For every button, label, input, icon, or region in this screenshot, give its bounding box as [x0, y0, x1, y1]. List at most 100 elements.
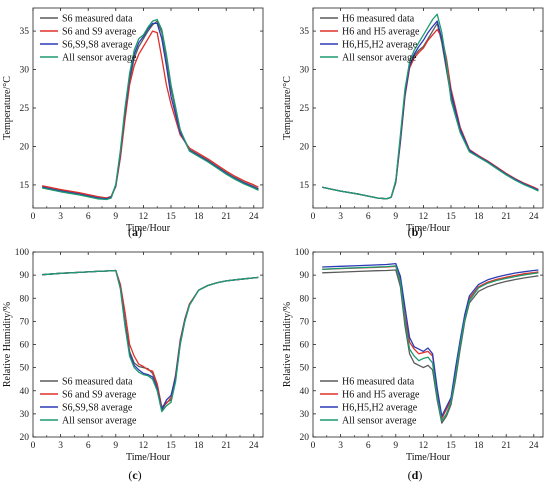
x-axis-label: Time/Hour	[126, 223, 171, 234]
x-axis-label: Time/Hour	[406, 452, 451, 463]
legend-label: S6 and S9 average	[62, 390, 137, 401]
series-group	[42, 269, 259, 413]
y-tick-label: 50	[20, 364, 30, 374]
y-tick-label: 30	[20, 410, 30, 420]
series-line-4	[322, 13, 539, 200]
x-tick-label: 12	[139, 441, 149, 451]
x-tick-label: 3	[58, 212, 63, 222]
y-tick-label: 50	[300, 364, 310, 374]
series-line-4	[42, 269, 259, 413]
x-tick-label: 18	[194, 212, 204, 222]
x-tick-label: 12	[139, 212, 149, 222]
legend-label: All sensor average	[342, 416, 417, 427]
legend: H6 measured data H6 and H5 average H6,H5,H…	[320, 377, 420, 427]
legend-label: H6 measured data	[342, 14, 415, 25]
legend: S6 measured data S6 and S9 average S6,S9,S…	[40, 377, 137, 427]
x-tick-label: 24	[529, 212, 539, 222]
panel-caption: (d)	[408, 468, 423, 482]
x-tick-label: 9	[393, 212, 398, 222]
y-axis-label: Relative Humidity/%	[2, 302, 13, 387]
x-tick-label: 24	[249, 212, 259, 222]
x-tick-label: 6	[86, 441, 91, 451]
x-tick-label: 9	[393, 441, 398, 451]
x-tick-label: 21	[221, 441, 231, 451]
y-tick-label: 100	[295, 248, 310, 258]
x-tick-label: 18	[474, 441, 484, 451]
legend-label: All sensor average	[62, 416, 137, 427]
chart-panel-c: 0 3 6 9 12 15 18 21 24 20 30 40 50 60 70 80 90 100 Time/Ho…	[2, 248, 264, 482]
y-tick-label: 100	[15, 248, 30, 258]
x-tick-label: 12	[419, 212, 429, 222]
x-tick-label: 21	[501, 441, 511, 451]
chart-panel-b: 0 3 6 9 12 15 18 21 24 15 20 25 30 35 Time/Hour Tempera…	[282, 7, 544, 239]
legend-label: S6 measured data	[62, 377, 133, 388]
x-tick-label: 0	[311, 212, 316, 222]
x-tick-label: 18	[474, 212, 484, 222]
y-tick-label: 35	[20, 27, 30, 37]
series-line-2	[42, 30, 259, 199]
x-tick-label: 15	[446, 441, 456, 451]
x-tick-label: 24	[249, 441, 259, 451]
legend-label: S6,S9,S8 average	[62, 403, 133, 414]
y-tick-label: 20	[20, 142, 30, 152]
x-tick-label: 12	[419, 441, 429, 451]
x-axis-label: Time/Hour	[406, 223, 451, 234]
series-group	[322, 262, 539, 424]
x-tick-label: 15	[446, 212, 456, 222]
y-axis-label: Relative Humidity/%	[282, 302, 293, 387]
y-tick-label: 25	[20, 104, 30, 114]
panel-caption: (a)	[128, 225, 142, 239]
legend-label: S6,S9,S8 average	[62, 40, 133, 51]
y-axis-label: Temperature/°C	[282, 76, 293, 140]
legend: H6 measured data H6 and H5 average H6,H5,H…	[320, 14, 420, 64]
series-line-4	[42, 18, 259, 201]
x-tick-label: 9	[113, 441, 118, 451]
legend-label: S6 and S9 average	[62, 27, 137, 38]
y-tick-label: 90	[300, 271, 310, 281]
legend: S6 measured data S6 and S9 average S6,S9,S…	[40, 14, 137, 64]
y-tick-label: 35	[300, 27, 310, 37]
x-tick-label: 18	[194, 441, 204, 451]
series-group	[322, 13, 539, 200]
legend-label: H6 and H5 average	[342, 27, 420, 38]
chart-panel-a: 0 3 6 9 12 15 18 21 24 15 20 25 30 35 Time/Hour Tempera…	[2, 7, 264, 239]
y-tick-label: 20	[300, 142, 310, 152]
x-tick-label: 0	[31, 441, 36, 451]
x-tick-label: 9	[113, 212, 118, 222]
y-tick-label: 60	[20, 341, 30, 351]
series-line-3	[42, 269, 259, 410]
y-tick-label: 80	[20, 294, 30, 304]
y-tick-label: 70	[300, 317, 310, 327]
x-tick-label: 21	[501, 212, 511, 222]
x-tick-label: 0	[311, 441, 316, 451]
series-line-3	[42, 22, 259, 200]
y-tick-label: 70	[20, 317, 30, 327]
y-tick-label: 80	[300, 294, 310, 304]
y-tick-label: 25	[300, 104, 310, 114]
y-tick-label: 15	[20, 181, 30, 191]
y-tick-label: 60	[300, 341, 310, 351]
x-tick-label: 3	[58, 441, 63, 451]
y-tick-label: 40	[20, 387, 30, 397]
legend-label: H6 and H5 average	[342, 390, 420, 401]
x-tick-label: 6	[86, 212, 91, 222]
panel-caption: (c)	[128, 468, 141, 482]
legend-label: H6,H5,H2 average	[342, 403, 418, 414]
y-tick-label: 90	[20, 271, 30, 281]
chart-panel-d: 0 3 6 9 12 15 18 21 24 20 30 40 50 60 70 80 90 100 Time/Ho…	[282, 248, 544, 482]
y-axis-label: Temperature/°C	[2, 76, 13, 140]
x-tick-label: 0	[31, 212, 36, 222]
x-axis-label: Time/Hour	[126, 452, 171, 463]
x-tick-label: 21	[221, 212, 231, 222]
x-tick-label: 3	[338, 212, 343, 222]
legend-label: H6 measured data	[342, 377, 415, 388]
series-line-3	[322, 262, 539, 417]
y-tick-label: 20	[300, 433, 310, 443]
y-tick-label: 40	[300, 387, 310, 397]
legend-label: All sensor average	[342, 53, 417, 64]
legend-label: All sensor average	[62, 53, 137, 64]
panel-caption: (b)	[408, 225, 423, 239]
x-tick-label: 24	[529, 441, 539, 451]
x-tick-label: 6	[366, 441, 371, 451]
